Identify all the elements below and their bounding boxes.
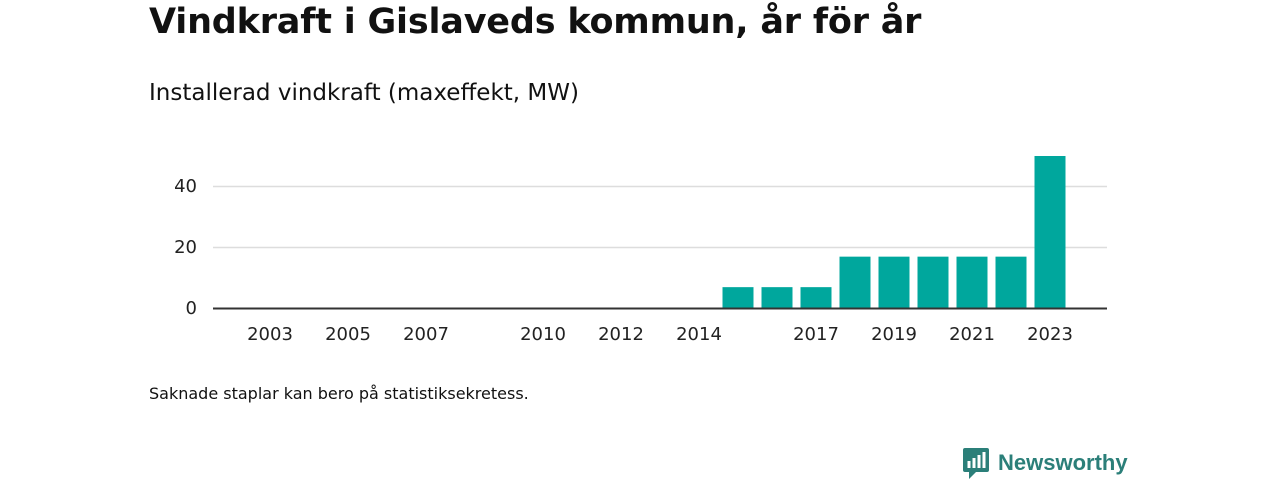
y-tick-label: 0 — [186, 298, 197, 319]
chart-subtitle: Installerad vindkraft (maxeffekt, MW) — [149, 80, 579, 106]
bar-2015[interactable] — [722, 287, 754, 309]
newsworthy-logo-icon — [963, 448, 989, 479]
x-tick-label: 2007 — [403, 324, 449, 345]
chart-title: Vindkraft i Gislaveds kommun, år för år — [149, 2, 922, 42]
bar-2021[interactable] — [956, 256, 988, 309]
bar-2018[interactable] — [839, 256, 871, 309]
bar-2020[interactable] — [917, 256, 949, 309]
x-tick-label: 2021 — [949, 324, 995, 345]
brand-logo[interactable]: Newsworthy — [962, 446, 1128, 480]
x-tick-label: 2023 — [1027, 324, 1073, 345]
bar-2016[interactable] — [761, 287, 793, 309]
x-tick-label: 2005 — [325, 324, 371, 345]
footnote: Saknade staplar kan bero på statistiksek… — [149, 384, 529, 403]
bar-2022[interactable] — [995, 256, 1027, 309]
bar-2017[interactable] — [800, 287, 832, 309]
x-tick-label: 2003 — [247, 324, 293, 345]
bar-2023[interactable] — [1034, 156, 1066, 309]
x-tick-label: 2014 — [676, 324, 722, 345]
x-tick-label: 2017 — [793, 324, 839, 345]
x-tick-label: 2010 — [520, 324, 566, 345]
y-tick-label: 40 — [174, 176, 197, 197]
x-tick-label: 2012 — [598, 324, 644, 345]
y-tick-label: 20 — [174, 237, 197, 258]
x-tick-label: 2019 — [871, 324, 917, 345]
brand-name: Newsworthy — [998, 450, 1128, 475]
bar-2019[interactable] — [878, 256, 910, 309]
